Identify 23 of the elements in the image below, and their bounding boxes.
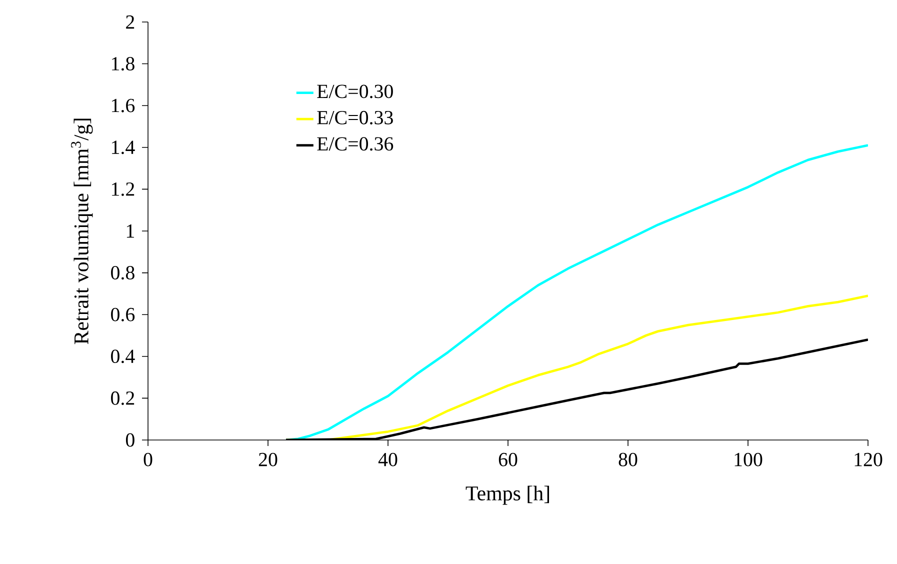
x-tick-label: 0 <box>144 452 152 466</box>
y-tick-label: 0.4 <box>111 350 135 364</box>
x-tick-label: 100 <box>734 452 762 466</box>
x-tick-label: 120 <box>854 452 882 466</box>
y-tick-label: 0.8 <box>111 266 134 280</box>
legend-label: E/C=0.36 <box>317 137 394 151</box>
legend-label: E/C=0.30 <box>317 84 393 98</box>
y-tick-label: 2 <box>126 15 134 29</box>
x-axis-title: Temps [h] <box>466 486 550 505</box>
y-tick-label: 0.2 <box>111 391 134 405</box>
y-tick-label: 1.2 <box>112 182 134 196</box>
legend-label: E/C=0.33 <box>317 110 393 124</box>
y-tick-label: 1.8 <box>112 57 134 71</box>
x-tick-label: 40 <box>378 452 398 466</box>
x-tick-label: 80 <box>618 452 638 466</box>
y-tick-label: 1.6 <box>112 98 135 112</box>
y-tick-label: 0.6 <box>111 308 135 322</box>
y-tick-label: 0 <box>126 433 134 447</box>
x-tick-label: 20 <box>258 452 278 466</box>
y-tick-label: 1 <box>126 224 134 238</box>
x-tick-label: 60 <box>498 452 518 466</box>
y-tick-label: 1.4 <box>112 140 135 154</box>
y-axis-title: Retrait volumique [mm$^{3}$/g] <box>71 118 93 344</box>
